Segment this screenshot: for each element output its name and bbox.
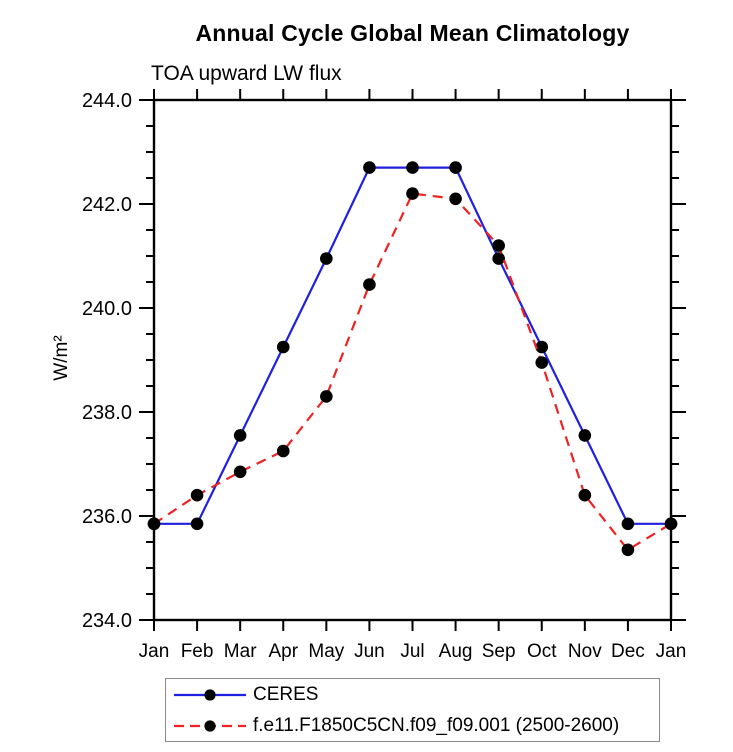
data-point-marker	[449, 192, 462, 206]
series-line-1	[153, 192, 672, 552]
data-point-marker	[492, 252, 505, 265]
x-tick-label: May	[308, 641, 344, 662]
data-point-marker	[578, 429, 592, 442]
y-tick-label: 244.0	[82, 90, 132, 112]
series-line-0	[154, 166, 671, 525]
plot-frame	[152, 98, 673, 622]
data-point-marker	[535, 340, 549, 354]
data-point-marker	[190, 517, 204, 531]
data-point-marker	[449, 161, 462, 174]
data-point-marker	[276, 444, 290, 458]
legend-marker-1	[204, 719, 216, 732]
data-point-marker	[320, 390, 333, 403]
data-point-marker	[535, 356, 549, 369]
x-tick-label: Mar	[224, 641, 257, 662]
data-point-marker	[276, 340, 290, 354]
y-tick-label: 234.0	[82, 610, 132, 632]
x-tick-label: Aug	[439, 641, 473, 662]
data-point-marker	[492, 239, 505, 252]
legend-marker-0	[204, 688, 216, 701]
x-tick-label: Jan	[139, 641, 170, 662]
y-tick-label: 240.0	[82, 298, 132, 320]
data-point-marker	[190, 488, 204, 502]
data-point-marker	[406, 187, 419, 200]
x-tick-label: Dec	[611, 641, 645, 662]
data-point-marker	[363, 278, 376, 291]
legend-label-model: f.e11.F1850C5CN.f09_f09.001 (2500-2600)	[253, 714, 620, 736]
data-point-marker	[406, 161, 419, 174]
x-tick-label: Jul	[400, 641, 424, 662]
legend-item-ceres: CERES	[166, 679, 659, 710]
x-tick-label: Oct	[527, 641, 557, 662]
legend-line-sample-dashed	[174, 719, 246, 732]
x-tick-label: Jun	[354, 641, 385, 662]
x-tick-label: Feb	[181, 641, 214, 662]
x-tick-label: Nov	[568, 641, 602, 662]
legend: CERES f.e11.F1850C5CN.f09_f09.001 (2500-…	[165, 678, 660, 742]
y-tick-label: 242.0	[82, 194, 132, 216]
chart-title: Annual Cycle Global Mean Climatology	[195, 20, 630, 46]
y-tick-label: 238.0	[82, 402, 132, 424]
x-tick-label: Sep	[482, 641, 516, 662]
legend-line-sample-solid	[174, 688, 246, 701]
data-point-marker	[320, 252, 333, 265]
data-point-marker	[621, 543, 635, 557]
data-point-marker	[578, 488, 592, 502]
data-point-marker	[363, 161, 376, 174]
x-tick-label: Jan	[656, 641, 687, 662]
data-point-marker	[233, 429, 247, 442]
data-point-marker	[233, 465, 247, 479]
data-point-marker	[147, 517, 161, 531]
legend-item-model: f.e11.F1850C5CN.f09_f09.001 (2500-2600)	[166, 710, 659, 741]
legend-label-ceres: CERES	[253, 683, 319, 705]
data-point-marker	[664, 517, 678, 531]
data-point-marker	[621, 517, 635, 531]
y-tick-label: 236.0	[82, 506, 132, 528]
chart-subtitle: TOA upward LW flux	[151, 62, 342, 85]
x-tick-label: Apr	[268, 641, 298, 662]
